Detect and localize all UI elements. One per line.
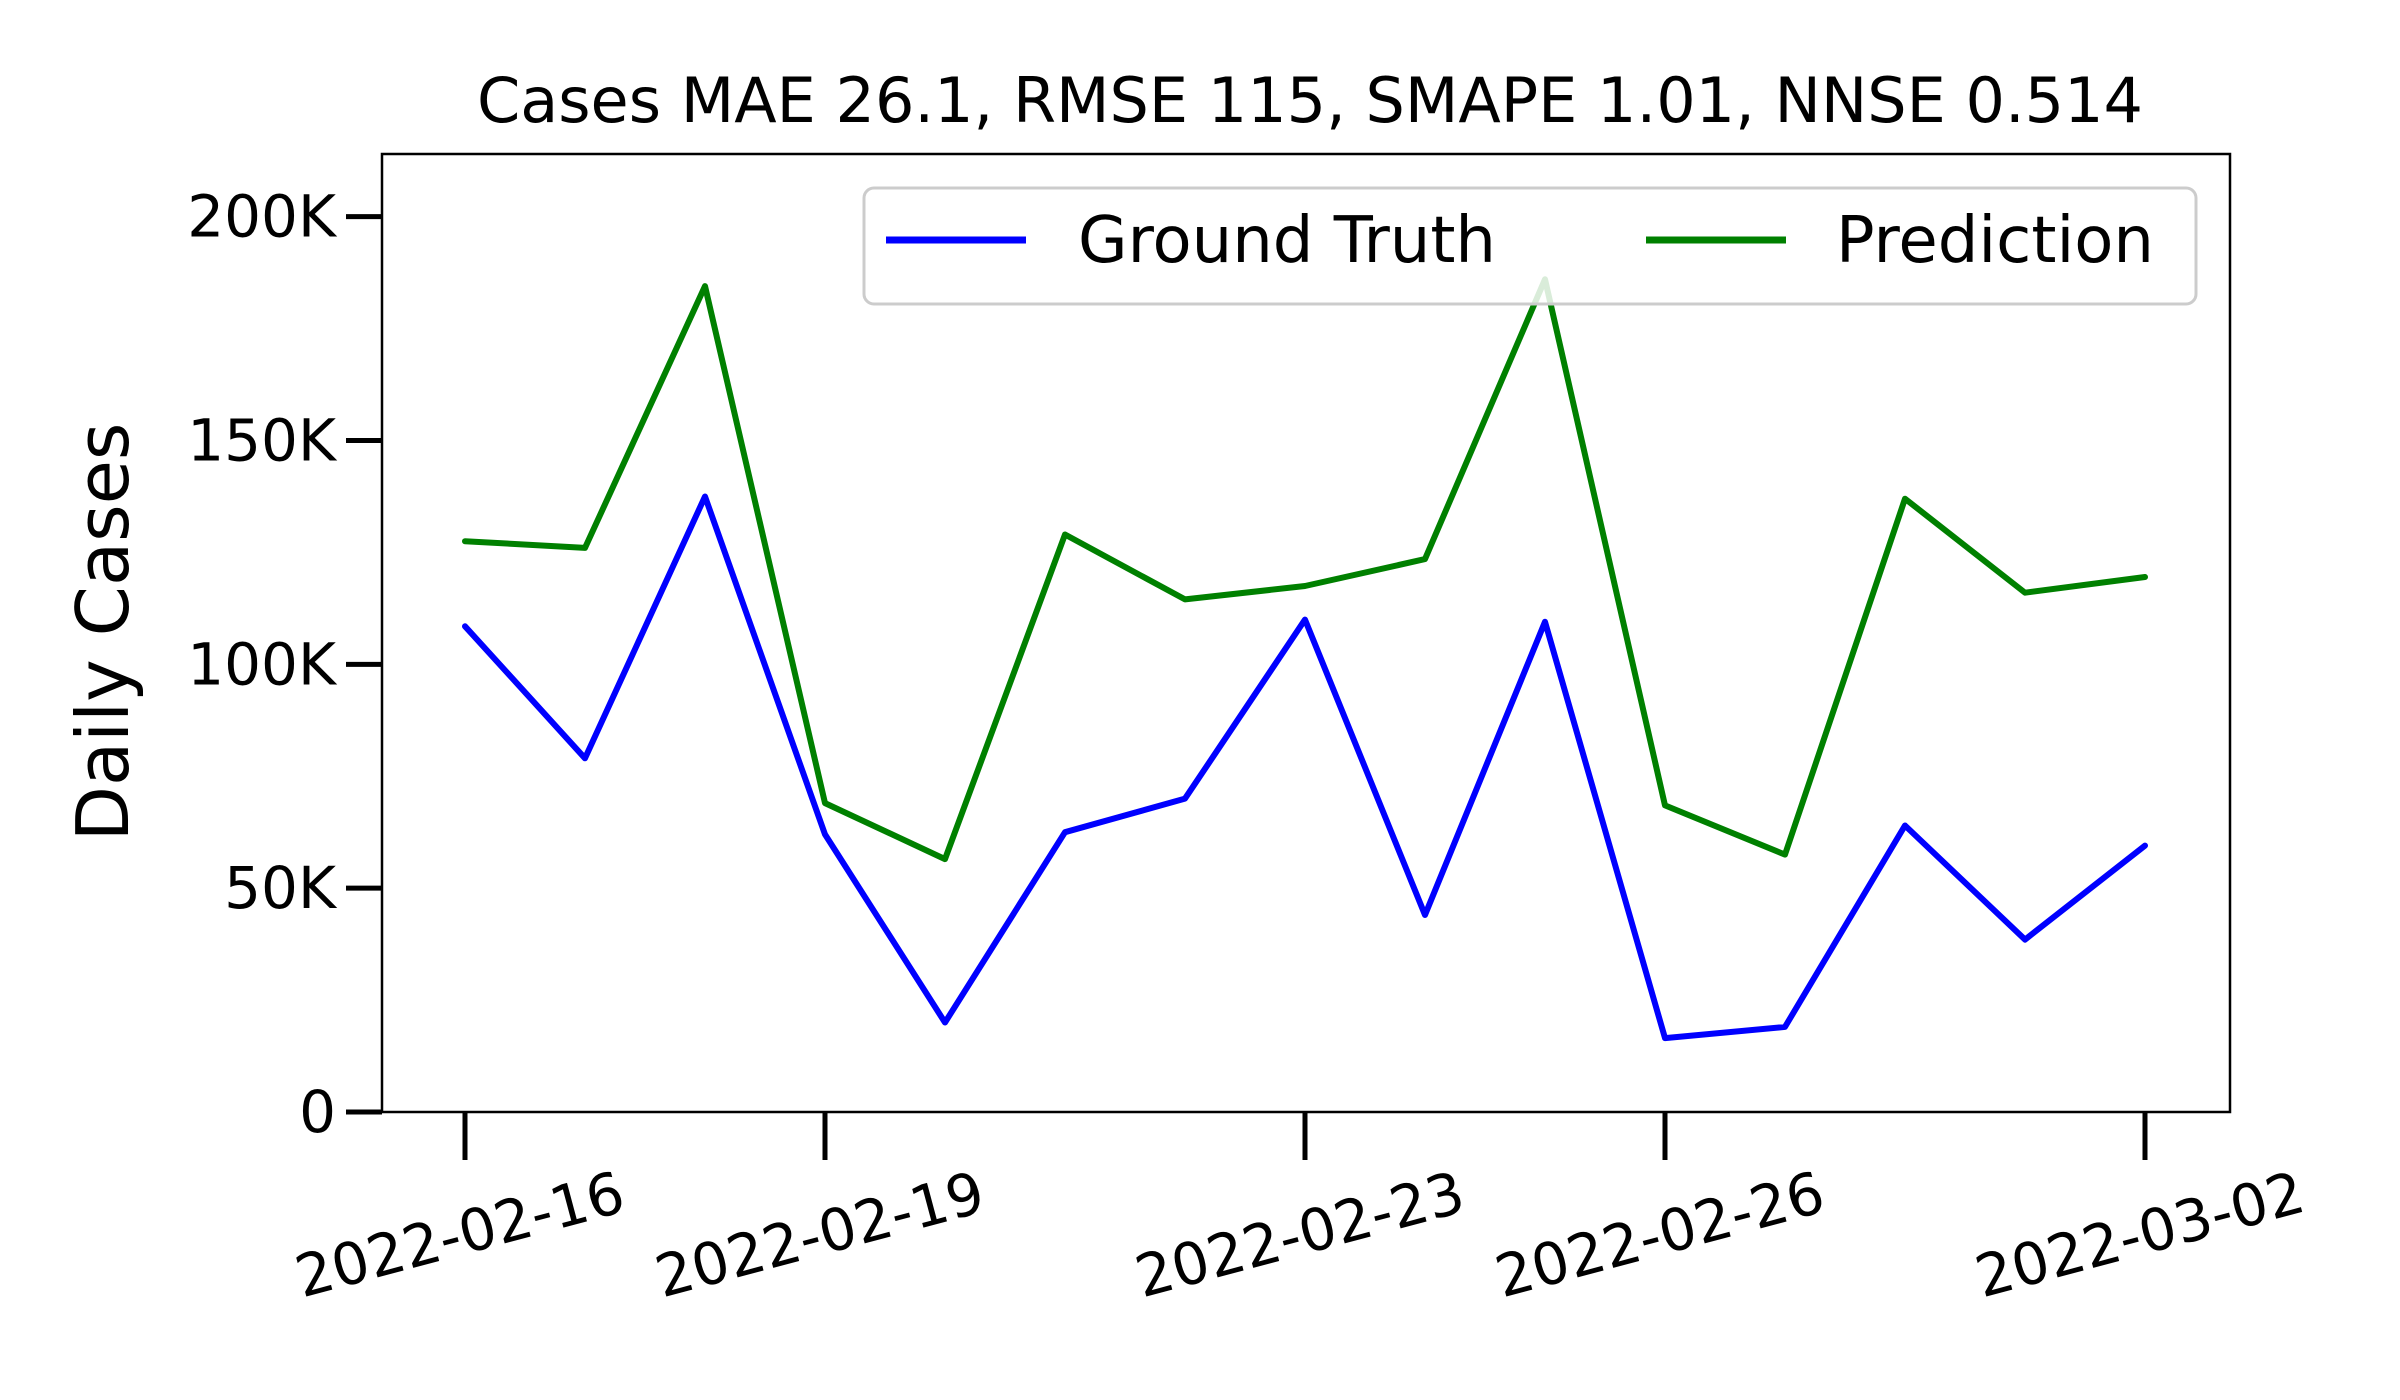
legend: Ground Truth Prediction <box>862 186 2198 306</box>
y-tick-label: 100K <box>187 630 338 698</box>
series-line-ground-truth <box>462 493 2148 1042</box>
legend-label-prediction: Prediction <box>1836 204 2154 278</box>
y-tick-label: 200K <box>187 183 338 251</box>
y-tick-label: 150K <box>187 407 338 475</box>
y-tick-label: 0 <box>299 1078 336 1146</box>
series-lines <box>462 276 2148 1042</box>
chart-title: Cases MAE 26.1, RMSE 115, SMAPE 1.01, NN… <box>477 64 2143 137</box>
legend-box <box>862 186 2198 306</box>
y-axis-label: Daily Cases <box>61 423 145 842</box>
y-tick-label: 50K <box>224 854 338 922</box>
legend-label-ground-truth: Ground Truth <box>1078 204 1496 278</box>
plot-frame <box>380 152 2232 1114</box>
series-line-prediction <box>462 276 2148 863</box>
